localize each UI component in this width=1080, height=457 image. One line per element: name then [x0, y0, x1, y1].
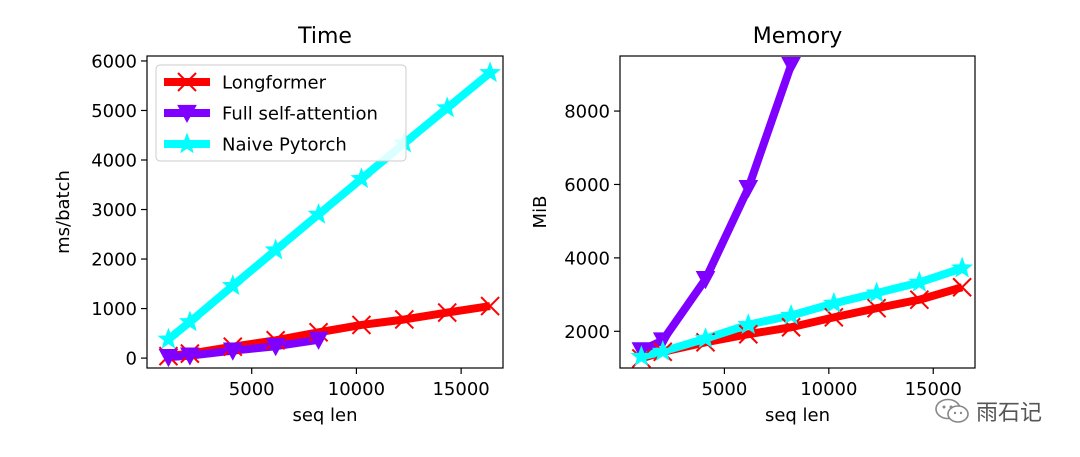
data-point [480, 296, 500, 316]
y-tick-label: 4000 [91, 151, 137, 172]
data-point [909, 290, 930, 310]
data-point [781, 57, 801, 76]
data-point [738, 324, 759, 344]
x-tick-label: 5000 [702, 379, 748, 400]
y-tick-label: 0 [126, 349, 137, 370]
y-axis-label: ms/batch [53, 170, 74, 254]
y-tick-label: 5000 [91, 101, 137, 122]
legend-box [155, 64, 407, 162]
legend-label: Full self-attention [222, 104, 378, 125]
plot-frame [146, 55, 504, 369]
x-tick-label: 10000 [328, 379, 385, 400]
legend-label: Longformer [222, 73, 327, 94]
y-tick-label: 2000 [91, 250, 137, 271]
watermark-text: 雨石记 [975, 401, 1042, 426]
series-line-full-self-attention [639, 63, 795, 355]
data-point [738, 179, 759, 199]
data-point [781, 317, 801, 337]
data-point [822, 291, 845, 313]
legend-marker [177, 72, 197, 92]
x-tick-label: 5000 [229, 379, 275, 400]
data-point [178, 310, 201, 332]
data-point [437, 302, 457, 323]
data-point [865, 281, 888, 303]
data-point [350, 167, 373, 189]
y-tick-label: 4000 [564, 248, 610, 269]
y-tick-label: 6000 [564, 175, 610, 196]
legend-entry: Full self-attention [164, 104, 378, 125]
data-point [221, 274, 244, 296]
y-tick-label: 6000 [91, 51, 137, 72]
legend-entry: Naive Pytorch [164, 132, 347, 156]
data-point [908, 270, 931, 292]
data-point [157, 327, 180, 349]
data-point [436, 96, 459, 118]
plot-frame [619, 55, 976, 369]
data-point [737, 313, 760, 334]
legend-label: Naive Pytorch [222, 135, 347, 156]
data-point [180, 347, 200, 366]
data-point [308, 331, 329, 350]
chart-1: 5000 10000 15000 2000 4000 6000 8000 Memory seq … [530, 24, 976, 426]
series-markers-full-self-attention [158, 331, 329, 368]
data-point [158, 348, 179, 368]
x-axis-label: seq len [292, 405, 357, 426]
data-point [695, 271, 716, 290]
data-point [479, 61, 502, 83]
data-point [265, 338, 286, 357]
wechat-icon [935, 398, 969, 423]
x-tick-label: 15000 [432, 379, 489, 400]
legend-marker [177, 104, 197, 124]
y-tick-label: 2000 [564, 322, 610, 343]
data-point [951, 256, 974, 278]
data-point [866, 298, 887, 318]
legend-entry: Longformer [164, 72, 327, 94]
x-tick-label: 15000 [905, 379, 962, 400]
legend: Longformer Full self-attention Naive Pytor… [155, 64, 407, 162]
data-point [307, 202, 330, 224]
data-point [694, 327, 717, 348]
y-axis-label: MiB [530, 196, 551, 229]
chart-title: Memory [753, 24, 842, 49]
y-tick-label: 1000 [91, 299, 137, 320]
data-point [630, 345, 653, 366]
y-tick-label: 8000 [564, 102, 610, 123]
data-point [351, 315, 372, 335]
data-point [394, 309, 415, 330]
data-point [952, 277, 972, 297]
data-point [651, 339, 674, 361]
chart-0: 5000 10000 15000 0 1000 2000 3000 4000 5000 6000 T… [53, 24, 504, 426]
watermark: 雨石记 [934, 395, 1042, 427]
chart-title: Time [297, 24, 352, 49]
x-axis-label: seq len [765, 405, 830, 426]
x-tick-label: 10000 [800, 379, 857, 400]
legend-marker [176, 132, 198, 154]
data-point [264, 238, 287, 260]
data-point [780, 304, 803, 325]
y-tick-label: 3000 [91, 200, 137, 221]
series-markers-naive-pytorch [630, 256, 974, 366]
data-point [222, 342, 243, 361]
